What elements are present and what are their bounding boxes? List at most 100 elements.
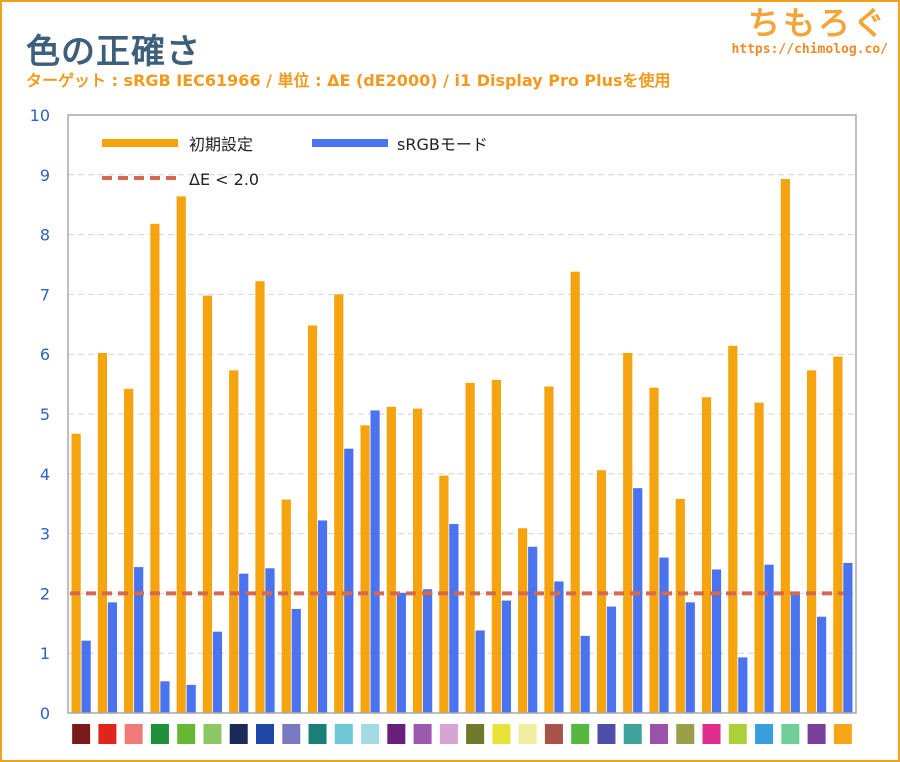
legend-swatch-srgb (312, 139, 388, 147)
color-swatch (571, 724, 590, 744)
bar (124, 388, 134, 713)
color-swatch (229, 724, 248, 744)
bar (728, 345, 738, 713)
bar (202, 295, 213, 713)
color-swatch (256, 724, 274, 744)
color-swatch (544, 724, 563, 744)
legend-label-threshold: ΔE < 2.0 (189, 170, 259, 189)
bars (71, 178, 853, 714)
bar (790, 592, 800, 713)
y-tick-label: 9 (40, 166, 50, 185)
y-tick-label: 6 (40, 345, 50, 364)
color-swatch (492, 724, 511, 744)
bar (518, 528, 528, 713)
bar (544, 386, 554, 713)
bar (675, 498, 685, 713)
legend-swatch-default (102, 139, 178, 147)
bar (334, 294, 344, 713)
bar (465, 382, 475, 713)
color-swatch (833, 724, 852, 744)
color-swatch (702, 724, 721, 744)
bar (160, 681, 170, 713)
bar (107, 602, 117, 713)
bar (754, 402, 764, 713)
color-swatch (439, 724, 458, 744)
bar (807, 370, 817, 713)
bar (843, 562, 853, 713)
bar (239, 573, 249, 713)
bar (580, 635, 590, 713)
y-tick-label: 3 (40, 525, 50, 544)
y-tick-label: 0 (40, 704, 50, 723)
color-swatch (203, 724, 222, 744)
page-title: 色の正確さ (26, 32, 201, 72)
y-tick-label: 10 (30, 106, 50, 125)
brand-name: ちもろぐ (747, 4, 888, 42)
color-swatch (387, 724, 406, 744)
bar (423, 589, 433, 713)
bar (764, 564, 774, 713)
color-swatch (755, 724, 774, 744)
bar (701, 397, 712, 713)
bar (360, 425, 370, 713)
bar (255, 281, 265, 713)
bar (71, 433, 81, 713)
legend-label-default: 初期設定 (189, 135, 253, 154)
color-swatch (98, 724, 117, 744)
color-swatch (413, 724, 432, 744)
bar (97, 353, 107, 713)
bar (606, 606, 617, 713)
bar (317, 520, 328, 713)
brand-url: https://chimolog.co/ (731, 42, 888, 57)
color-swatch (728, 724, 747, 744)
bar (475, 630, 485, 713)
color-swatch (334, 724, 353, 744)
y-tick-label: 1 (40, 644, 50, 663)
bar (738, 657, 748, 713)
bar (711, 569, 722, 713)
y-tick-label: 2 (40, 584, 50, 603)
plot-border (67, 114, 857, 714)
color-swatch (623, 724, 642, 744)
legend-label-srgb: sRGBモード (397, 135, 488, 154)
brand-logo: ちもろぐ https://chimolog.co/ (731, 4, 888, 57)
bar (229, 370, 239, 713)
bar (81, 640, 91, 713)
color-swatch (807, 724, 826, 744)
color-swatch (676, 724, 695, 744)
bar (186, 684, 196, 713)
bar (817, 616, 827, 713)
bar (134, 567, 144, 713)
color-swatch (518, 724, 537, 744)
bar (150, 223, 160, 713)
y-tick-label: 4 (40, 465, 50, 484)
y-tick-label: 7 (40, 285, 50, 304)
bar (649, 387, 659, 713)
bar (501, 600, 511, 713)
x-axis-swatches (72, 724, 852, 744)
y-tick-label: 5 (40, 405, 50, 424)
bar (491, 379, 501, 713)
color-swatch (150, 724, 169, 744)
color-swatch (308, 724, 327, 744)
bar (396, 592, 406, 713)
legend: 初期設定 sRGBモード ΔE < 2.0 (102, 135, 488, 189)
bar (386, 406, 396, 713)
chart-subtitle: ターゲット : sRGB IEC61966 / 単位 : ΔE (dE2000)… (26, 71, 671, 90)
bar (833, 356, 843, 713)
color-swatch (124, 724, 143, 744)
y-tick-label: 8 (40, 226, 50, 245)
color-swatch (72, 724, 91, 744)
bar (344, 448, 354, 713)
bar (623, 353, 633, 713)
bar (291, 608, 301, 713)
bar (370, 410, 380, 713)
bar (780, 178, 790, 714)
bar (176, 196, 186, 713)
gridlines (68, 174, 856, 654)
bar (281, 499, 291, 713)
bar (554, 581, 564, 713)
bar (413, 408, 423, 713)
bar (633, 488, 643, 713)
color-swatch (361, 724, 380, 744)
